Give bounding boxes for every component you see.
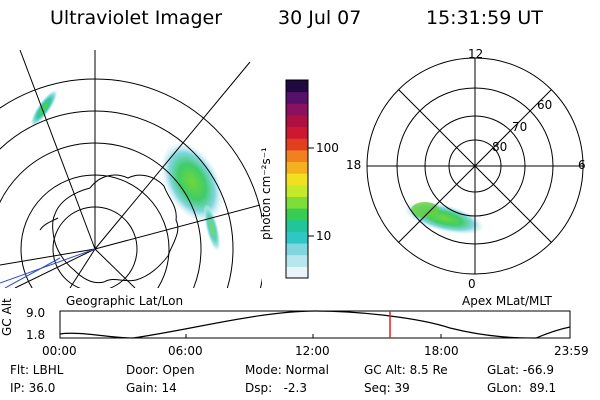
info-dsp: Dsp: -2.3 bbox=[245, 381, 308, 395]
mlat-label-60: 60 bbox=[537, 98, 553, 112]
apex-map-label: Apex MLat/MLT bbox=[462, 294, 552, 308]
info-gain: Gain: 14 bbox=[126, 381, 177, 395]
mlt-label-6: 6 bbox=[578, 158, 586, 172]
mlt-label-0: 0 bbox=[468, 277, 476, 291]
timeline-xtick-1800: 18:00 bbox=[424, 344, 459, 358]
colorbar-step bbox=[286, 91, 308, 104]
info-glon: GLon: 89.1 bbox=[487, 381, 557, 395]
timeline-ylabel: GC Alt bbox=[0, 298, 14, 336]
info-gc-alt: GC Alt: 8.5 Re bbox=[364, 363, 448, 377]
colorbar-step bbox=[286, 219, 308, 232]
colorbar-step bbox=[286, 208, 308, 221]
timeline-xtick-2359: 23:59 bbox=[554, 344, 589, 358]
aurora-blob-tail bbox=[203, 204, 221, 252]
info-mode: Mode: Normal bbox=[245, 363, 329, 377]
header-time: 15:31:59 UT bbox=[426, 7, 543, 29]
apex-polar-plot bbox=[366, 57, 584, 275]
info-seq: Seq: 39 bbox=[364, 381, 410, 395]
timeline-xtick-1200: 12:00 bbox=[295, 344, 330, 358]
colorbar-step bbox=[286, 114, 308, 128]
colorbar-step bbox=[286, 173, 308, 186]
colorbar-step bbox=[286, 103, 308, 116]
timeline-xtick-0000: 00:00 bbox=[42, 344, 77, 358]
colorbar-step bbox=[286, 254, 308, 267]
altitude-curve bbox=[59, 310, 571, 339]
mlat-label-70: 70 bbox=[512, 120, 528, 134]
mlt-label-12: 12 bbox=[468, 47, 484, 61]
colorbar-step bbox=[286, 80, 308, 93]
colorbar-step bbox=[286, 243, 308, 256]
geographic-map bbox=[0, 50, 262, 288]
mlat-label-80: 80 bbox=[492, 140, 508, 154]
colorbar-step bbox=[286, 126, 308, 139]
timeline-xtick-0600: 06:00 bbox=[168, 344, 203, 358]
altitude-timeline bbox=[59, 310, 571, 339]
mlt-label-18: 18 bbox=[346, 158, 362, 172]
colorbar-step bbox=[286, 231, 308, 244]
colorbar-tick-10: 10 bbox=[316, 229, 332, 243]
colorbar-step bbox=[286, 196, 308, 209]
colorbar-unit-label: photon cm⁻²s⁻¹ bbox=[259, 147, 273, 240]
colorbar bbox=[286, 80, 308, 279]
colorbar-step bbox=[286, 149, 308, 163]
info-glat: GLat: -66.9 bbox=[487, 363, 554, 377]
colorbar-step bbox=[286, 266, 308, 279]
info-filter: Flt: LBHL bbox=[10, 363, 64, 377]
colorbar-tick-100: 100 bbox=[316, 141, 339, 155]
timeline-ytick-bottom: 1.8 bbox=[26, 328, 46, 342]
geographic-map-label: Geographic Lat/Lon bbox=[66, 294, 184, 308]
header-title: Ultraviolet Imager bbox=[50, 7, 223, 29]
header-date: 30 Jul 07 bbox=[278, 7, 362, 29]
aurora-blob-main bbox=[161, 142, 223, 222]
aurora-blob-edge bbox=[30, 89, 58, 127]
timeline-ytick-top: 9.0 bbox=[26, 306, 46, 320]
info-ip: IP: 36.0 bbox=[10, 381, 56, 395]
info-door: Door: Open bbox=[126, 363, 195, 377]
aurora-oval-right bbox=[405, 202, 483, 234]
colorbar-step bbox=[286, 161, 308, 174]
colorbar-step bbox=[286, 184, 308, 197]
colorbar-step bbox=[286, 138, 308, 151]
